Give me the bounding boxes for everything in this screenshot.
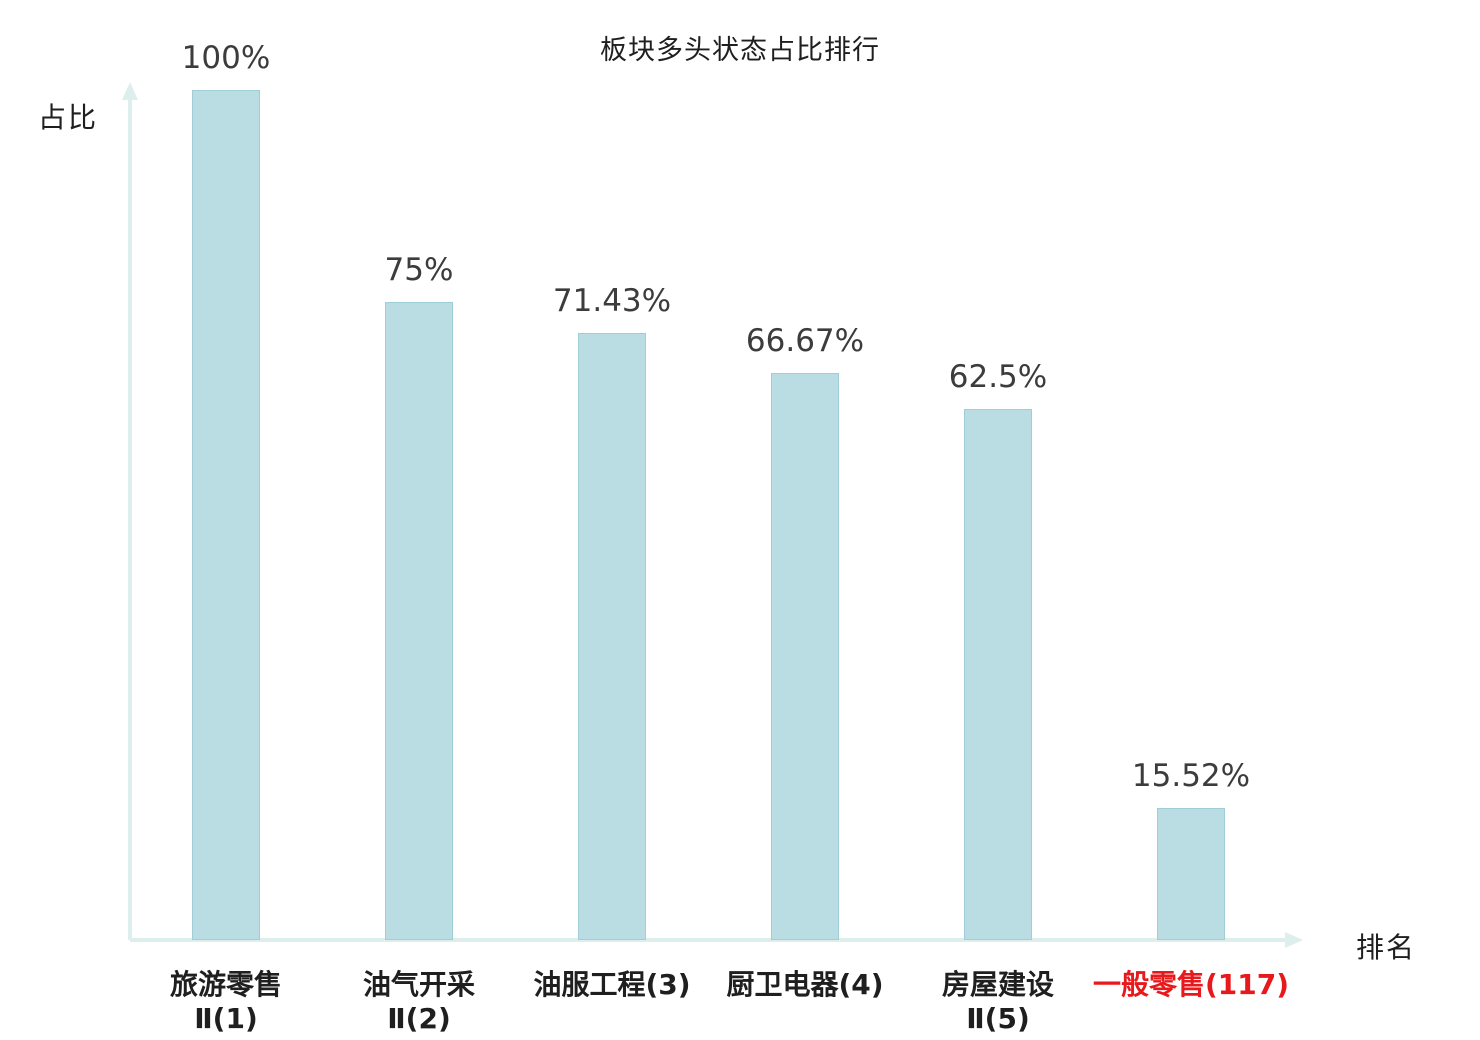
bar-category-label: 油服工程(3) xyxy=(533,968,691,1001)
bar-value-label: 100% xyxy=(181,40,271,76)
chart-title: 板块多头状态占比排行 xyxy=(600,35,880,66)
bar-category-label: 油气开采 Ⅱ(2) xyxy=(362,968,475,1035)
bar xyxy=(578,333,646,940)
bar xyxy=(964,409,1032,940)
bar xyxy=(1157,808,1225,940)
bar-value-label: 75% xyxy=(384,252,454,288)
bar xyxy=(771,373,839,940)
bar-category-label: 厨卫电器(4) xyxy=(726,968,884,1001)
bar-value-label: 66.67% xyxy=(745,323,865,359)
y-axis-label: 占比 xyxy=(38,101,99,134)
bar-category-label: 一般零售(117) xyxy=(1092,968,1290,1001)
bar xyxy=(192,90,260,940)
bar-category-label: 房屋建设 Ⅱ(5) xyxy=(941,968,1054,1035)
bar-value-label: 71.43% xyxy=(552,283,672,319)
bar xyxy=(385,302,453,940)
bar-category-label: 旅游零售 Ⅱ(1) xyxy=(169,968,282,1035)
bar-value-label: 62.5% xyxy=(948,359,1048,395)
x-axis-label: 排名 xyxy=(1356,931,1417,964)
bar-value-label: 15.52% xyxy=(1131,758,1251,794)
